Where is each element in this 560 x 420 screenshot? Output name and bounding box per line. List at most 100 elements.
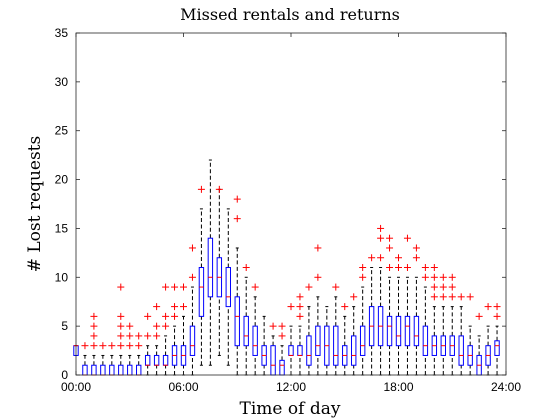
box-13 <box>305 283 313 376</box>
outlier-marker <box>242 264 250 272</box>
iqr-box <box>306 335 312 366</box>
outlier-marker <box>180 283 187 291</box>
axes-frame <box>75 32 507 376</box>
box-8 <box>215 185 223 356</box>
box-6.5 <box>188 244 196 376</box>
box-10.5 <box>261 315 267 376</box>
outlier-marker <box>99 342 107 350</box>
iqr-box <box>144 354 151 366</box>
outlier-marker <box>296 293 304 301</box>
outlier-marker <box>90 312 98 320</box>
outlier-marker <box>287 303 295 311</box>
box-14 <box>324 306 330 376</box>
outlier-marker <box>117 312 125 320</box>
box-18.5 <box>403 234 411 376</box>
box-16.5 <box>368 254 376 376</box>
outlier-marker <box>251 283 259 291</box>
box-2.5 <box>117 283 125 376</box>
box-16 <box>359 264 367 376</box>
outlier-marker <box>439 293 447 301</box>
box-18 <box>395 254 402 376</box>
box-15.5 <box>350 293 358 376</box>
outlier-marker <box>197 185 205 193</box>
box-9.5 <box>242 264 250 376</box>
iqr-box <box>100 364 106 376</box>
iqr-box <box>422 325 429 356</box>
y-tick-label: 10 <box>55 270 69 284</box>
outlier-marker <box>126 332 134 340</box>
box-3.5 <box>135 332 143 376</box>
iqr-box <box>118 364 124 376</box>
outlier-marker <box>117 342 125 350</box>
box-17 <box>377 224 385 376</box>
outlier-marker <box>162 283 170 291</box>
iqr-box <box>91 364 97 376</box>
outlier-marker <box>90 322 98 330</box>
box-7 <box>197 185 205 366</box>
outlier-marker <box>188 273 196 281</box>
iqr-box <box>279 359 285 376</box>
iqr-box <box>270 345 276 376</box>
axis-ticks: 0 5 10 15 20 25 30 35 00:00 06:00 12:00 18:00 24:00 <box>55 26 522 394</box>
y-tick-label: 15 <box>55 221 69 235</box>
y-tick-label: 20 <box>55 173 69 187</box>
outlier-marker <box>403 264 411 272</box>
outlier-marker <box>90 342 98 350</box>
outlier-marker <box>484 303 492 311</box>
outlier-marker <box>135 332 143 340</box>
outlier-marker <box>171 312 179 320</box>
outlier-marker <box>215 185 223 193</box>
outlier-marker <box>153 322 161 330</box>
outlier-marker <box>171 283 179 291</box>
box-12.5 <box>296 293 304 376</box>
box-1.5 <box>99 342 107 376</box>
y-tick-label: 25 <box>55 124 69 138</box>
outlier-marker <box>90 332 98 340</box>
outlier-marker <box>188 244 196 252</box>
iqr-box <box>109 364 115 376</box>
outlier-marker <box>457 293 465 301</box>
box-23 <box>484 303 492 376</box>
iqr-box <box>395 315 402 347</box>
iqr-box <box>243 315 249 347</box>
outlier-marker <box>233 195 241 203</box>
outlier-marker <box>412 244 420 252</box>
outlier-marker <box>430 264 438 272</box>
outlier-marker <box>377 254 385 262</box>
outlier-marker <box>386 244 394 252</box>
outlier-marker <box>430 273 438 281</box>
box-3 <box>126 322 134 376</box>
outlier-marker <box>144 312 152 320</box>
outlier-marker <box>233 215 241 223</box>
box-8.5 <box>225 208 231 366</box>
iqr-box <box>127 364 133 376</box>
outlier-marker <box>171 303 179 311</box>
iqr-box <box>136 364 142 376</box>
y-tick-label: 30 <box>55 75 69 89</box>
outlier-marker <box>395 264 402 272</box>
iqr-box <box>351 335 357 366</box>
box-15 <box>341 303 349 376</box>
outlier-marker <box>117 332 125 340</box>
iqr-box <box>315 325 321 356</box>
iqr-box <box>189 325 196 356</box>
outlier-marker <box>350 293 358 301</box>
iqr-box <box>234 296 240 347</box>
x-tick-label: 00:00 <box>61 380 91 394</box>
outlier-marker <box>153 332 161 340</box>
outlier-marker <box>448 283 456 291</box>
outlier-marker <box>386 234 394 242</box>
box-5 <box>162 283 170 376</box>
iqr-box <box>82 364 88 376</box>
iqr-box <box>413 315 420 347</box>
box-7.5 <box>207 159 214 366</box>
outlier-marker <box>153 303 161 311</box>
outlier-marker <box>395 254 402 262</box>
outlier-marker <box>368 254 376 262</box>
outlier-marker <box>448 273 456 281</box>
box-19 <box>412 244 420 376</box>
iqr-box <box>458 335 464 366</box>
outlier-marker <box>126 322 134 330</box>
outlier-marker <box>377 224 385 232</box>
